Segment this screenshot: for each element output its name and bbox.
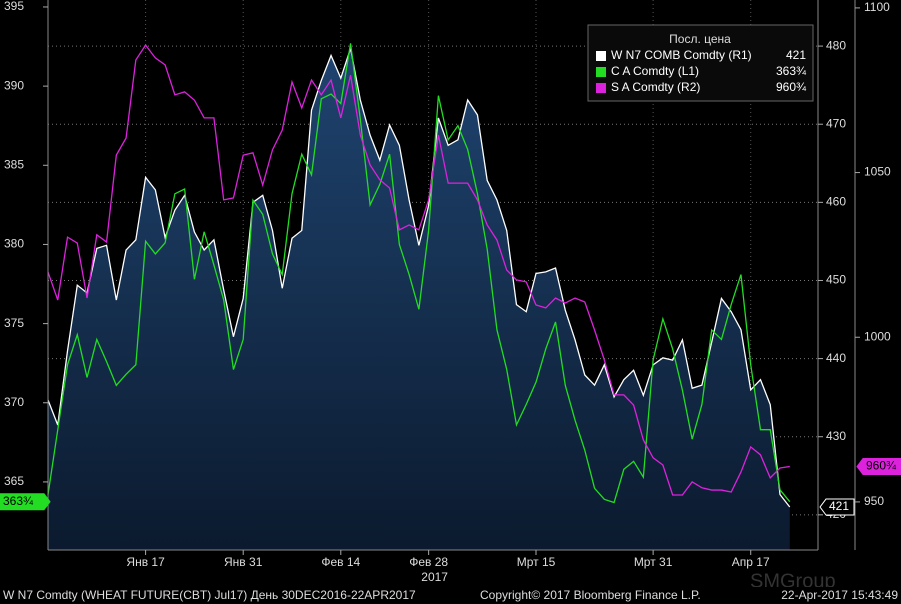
y2-tick-label: 430 (826, 429, 846, 443)
x-tick-label: Фев 14 (321, 555, 360, 569)
legend-swatch (596, 83, 606, 93)
legend-swatch (596, 67, 606, 77)
y2-tick-label: 480 (826, 38, 846, 52)
legend-title: Посл. цена (669, 32, 731, 46)
legend-label: S A Comdty (R2) (611, 80, 700, 94)
legend-value: 960¾ (776, 80, 807, 94)
axis-tag (0, 493, 51, 511)
y3-tick-label: 1100 (864, 0, 890, 14)
legend-label: W N7 COMB Comdty (R1) (611, 48, 752, 62)
y3-tick-label: 1000 (864, 329, 891, 343)
y-tick-label: 385 (4, 157, 24, 171)
footer-right: 22-Apr-2017 15:43:49 (781, 588, 898, 602)
y-tick-label: 370 (4, 395, 24, 409)
legend-value: 363¾ (776, 64, 807, 78)
axis-tag (819, 498, 855, 516)
y2-tick-label: 440 (826, 351, 846, 365)
x-year-label: 2017 (421, 570, 448, 584)
y-tick-label: 365 (4, 474, 24, 488)
legend (587, 24, 814, 102)
x-tick-label: Апр 17 (732, 555, 770, 569)
y-tick-label: 375 (4, 316, 24, 330)
y2-tick-label: 460 (826, 195, 846, 209)
x-tick-label: Мрт 31 (634, 555, 673, 569)
footer (0, 587, 901, 604)
x-tick-label: Янв 17 (126, 555, 165, 569)
area (48, 48, 790, 550)
x-tick-label: Мрт 15 (517, 555, 556, 569)
legend-swatch (596, 51, 606, 61)
plot-area (47, 0, 818, 550)
x-tick-label: Янв 31 (224, 555, 263, 569)
legend-value: 421 (786, 48, 806, 62)
y3-tick-label: 950 (864, 494, 884, 508)
watermark: SMGroup (750, 570, 836, 592)
line (47, 48, 791, 508)
axis-tag-label: 363¾ (3, 494, 34, 508)
legend-label: C A Comdty (L1) (611, 64, 699, 78)
x-tick-label: Фев 28 (409, 555, 448, 569)
y3-tick-label: 1050 (864, 165, 891, 179)
y2-tick-label: 470 (826, 116, 846, 130)
axis-tag-label: 421 (829, 499, 849, 513)
y-tick-label: 390 (4, 78, 24, 92)
y-tick-label: 380 (4, 237, 24, 251)
footer-left: W N7 Comdty (WHEAT FUTURE(CBT) Jul17) Де… (3, 588, 416, 602)
y-tick-label: 395 (4, 0, 24, 13)
y2-tick-label: 450 (826, 273, 846, 287)
footer-center: Copyright© 2017 Bloomberg Finance L.P. (480, 588, 701, 602)
line (47, 43, 791, 504)
axis-tag-label: 960¾ (866, 459, 897, 473)
axis-tag (856, 458, 901, 476)
line (47, 43, 790, 496)
